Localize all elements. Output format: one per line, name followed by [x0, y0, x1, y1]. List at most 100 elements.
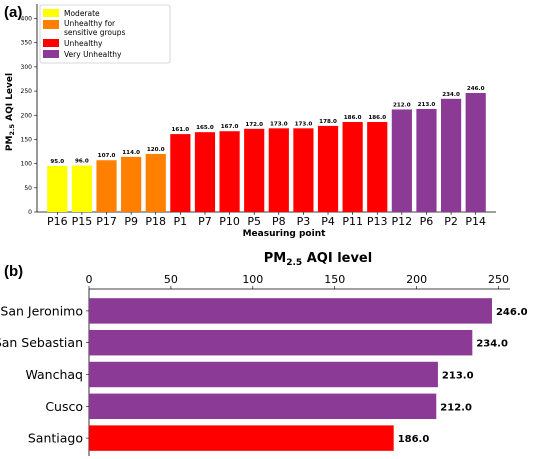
- x-tick-label: P15: [72, 215, 93, 228]
- x-tick-label: P18: [145, 215, 166, 228]
- bar-value-label: 173.0: [295, 121, 313, 127]
- bar: [219, 131, 240, 212]
- y-tick-label: Cusco: [45, 399, 83, 414]
- legend-label-line2: sensitive groups: [64, 28, 126, 37]
- title-sub: 2.5: [286, 258, 302, 268]
- y-tick-label: 400: [21, 16, 33, 23]
- bar: [47, 166, 68, 212]
- bar-value-label: 95.0: [50, 159, 64, 165]
- y-tick-label: San Jeronimo: [0, 303, 83, 318]
- bar-value-label: 172.0: [245, 122, 263, 128]
- x-tick-label: 150: [324, 273, 345, 286]
- bar-value-label: 167.0: [221, 124, 239, 130]
- x-tick-label: 200: [406, 273, 427, 286]
- bar-value-label: 96.0: [75, 159, 89, 165]
- bar: [89, 329, 473, 356]
- legend-label: Unhealthy: [64, 39, 103, 48]
- x-tick-label: 250: [488, 273, 509, 286]
- bar: [244, 128, 265, 212]
- x-tick-label: P13: [367, 215, 388, 228]
- bar-value-label: 186.0: [398, 434, 430, 445]
- y-tick-label: Wanchaq: [25, 367, 83, 382]
- axes-a: 0 50 100 150 200 250 300 350 400 P16 P15 P17 P9 P18 P1…: [21, 4, 496, 228]
- bar-value-label: 165.0: [196, 125, 214, 131]
- bar: [89, 361, 438, 388]
- x-tick-label: P6: [420, 215, 434, 228]
- title-rest: AQI level: [302, 251, 372, 266]
- x-tick-label: P1: [174, 215, 188, 228]
- x-tick-label: P16: [47, 215, 68, 228]
- y-axis-label-pm: PM: [5, 136, 15, 152]
- legend-box: [39, 4, 171, 64]
- chart-title-b: PM2.5 AQI level: [264, 251, 372, 268]
- bar-value-label: 213.0: [442, 371, 474, 382]
- x-tick-label: P12: [392, 215, 413, 228]
- y-tick-label: 150: [21, 136, 33, 143]
- x-tick-label: P5: [247, 215, 261, 228]
- y-tick-label: Santiago: [28, 431, 83, 446]
- x-tick-label: 100: [242, 273, 263, 286]
- legend-swatch: [43, 39, 59, 47]
- panel-label-a: (a): [4, 4, 22, 21]
- legend-label: Very Unhealthy: [64, 50, 122, 59]
- bar: [268, 128, 289, 212]
- bar: [194, 132, 216, 212]
- bar-value-label: 213.0: [418, 102, 436, 108]
- y-axis-label-sub: 2.5: [8, 124, 16, 136]
- y-tick-label: 0: [28, 209, 32, 216]
- y-tick-label: 300: [21, 64, 33, 71]
- bars-a: 95.0 96.0 107.0 114.0 120.0 161.0 165.0 167.0 17…: [47, 86, 486, 212]
- bar: [121, 156, 142, 212]
- bar: [465, 93, 486, 212]
- bar: [89, 425, 394, 451]
- bar: [145, 153, 166, 212]
- legend-swatch: [43, 9, 59, 17]
- x-tick-label: P3: [297, 215, 311, 228]
- x-tick-label: P2: [444, 215, 458, 228]
- bar-value-label: 114.0: [122, 150, 140, 156]
- y-tick-label: 100: [21, 161, 33, 168]
- panel-label-b: (b): [4, 263, 23, 280]
- x-tick-label: P7: [198, 215, 212, 228]
- bar: [367, 122, 388, 212]
- bar: [440, 98, 462, 212]
- y-axis-label-rest: AQI Level: [5, 73, 15, 124]
- x-tick-label: P9: [124, 215, 138, 228]
- bar-value-label: 212.0: [393, 102, 411, 108]
- bar: [71, 165, 93, 212]
- axes-b: 0 50 100 150 200 250 San Jeronimo San Sebastian…: [0, 273, 510, 456]
- bar-value-label: 178.0: [319, 119, 337, 125]
- bar: [391, 109, 412, 212]
- bar: [342, 122, 363, 212]
- y-tick-label: 350: [21, 40, 33, 47]
- legend-label: Moderate: [64, 9, 100, 18]
- x-tick-label: P11: [342, 215, 363, 228]
- x-tick-label: P4: [321, 215, 335, 228]
- legend-swatch: [43, 20, 59, 29]
- x-tick-label: P17: [96, 215, 117, 228]
- bar-value-label: 246.0: [496, 307, 528, 318]
- bar-value-label: 234.0: [476, 339, 508, 350]
- x-tick-label: P10: [219, 215, 240, 228]
- bar-value-label: 107.0: [98, 153, 116, 159]
- x-tick-label: 50: [164, 273, 178, 286]
- y-tick-label: 250: [21, 88, 33, 95]
- bar: [170, 134, 191, 212]
- bar-value-label: 186.0: [368, 115, 386, 121]
- x-axis-label-a: Measuring point: [243, 229, 327, 239]
- bar: [416, 108, 437, 212]
- bar: [317, 125, 339, 212]
- bar-value-label: 246.0: [467, 86, 485, 92]
- bar-value-label: 234.0: [442, 92, 460, 98]
- bar: [89, 298, 492, 324]
- bar-value-label: 161.0: [172, 127, 190, 133]
- x-tick-label: P14: [465, 215, 486, 228]
- legend-label: Unhealthy for: [64, 19, 116, 28]
- bar-value-label: 173.0: [270, 121, 288, 127]
- y-tick-label: 200: [21, 112, 33, 119]
- bar: [293, 128, 314, 212]
- x-tick-label: P8: [272, 215, 286, 228]
